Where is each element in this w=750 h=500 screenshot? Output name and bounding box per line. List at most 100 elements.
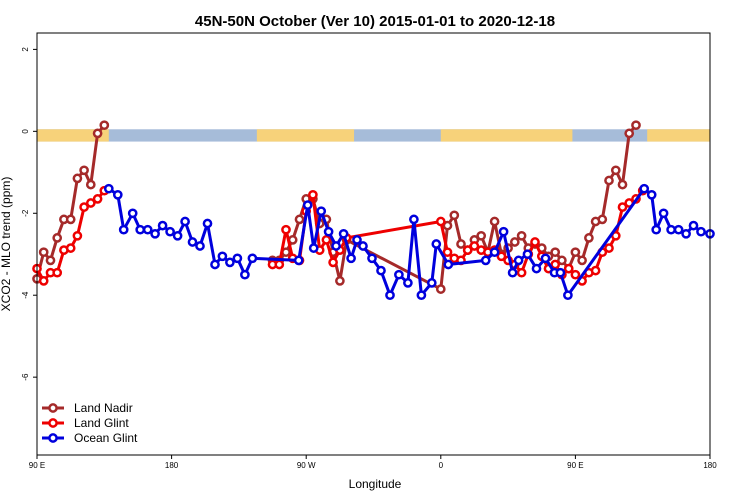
x-axis: 90 E 180 90 W 0 90 E 180 [29, 455, 717, 470]
x-tick-label: 90 W [297, 461, 316, 470]
data-point [281, 224, 291, 235]
data-point [92, 194, 103, 204]
legend-marker [48, 433, 58, 443]
data-point [431, 239, 442, 249]
y-tick-label: 2 [21, 47, 30, 52]
y-tick-label: -2 [21, 209, 30, 217]
data-point [688, 220, 699, 231]
data-point [172, 230, 183, 241]
data-point [293, 255, 304, 266]
data-point [45, 255, 56, 266]
data-point [79, 202, 89, 212]
data-point [456, 239, 466, 249]
data-point [210, 259, 220, 270]
data-point [435, 284, 446, 294]
data-point [435, 216, 446, 227]
ocean-band [37, 129, 710, 142]
legend-marker [48, 418, 58, 428]
data-point [385, 290, 395, 301]
y-tick-label: -4 [21, 291, 30, 299]
land-band-1 [256, 129, 355, 142]
data-point [480, 255, 491, 266]
data-point [52, 233, 63, 243]
data-point [584, 233, 594, 243]
surface-band [37, 129, 710, 142]
data-point [240, 269, 250, 280]
data-point [409, 214, 419, 225]
data-point [681, 228, 691, 239]
y-axis: 2 0 -2 -4 -6 [21, 47, 37, 381]
data-point [85, 179, 96, 190]
data-point [666, 224, 676, 235]
data-point [540, 253, 551, 264]
data-point [557, 255, 567, 266]
data-point [513, 255, 524, 266]
data-point [99, 120, 110, 131]
x-tick-label: 90 E [29, 461, 45, 470]
data-point [646, 189, 657, 200]
data-point [442, 220, 453, 231]
data-point [489, 216, 500, 227]
data-point [38, 276, 49, 286]
data-point [376, 265, 386, 276]
data-point [316, 206, 327, 217]
data-point [92, 128, 103, 139]
data-point [302, 200, 313, 210]
data-point [516, 230, 527, 241]
data-point [65, 214, 76, 225]
data-point [403, 278, 413, 288]
data-point [509, 237, 520, 247]
x-axis-label: Longitude [349, 477, 402, 491]
data-point [639, 183, 650, 194]
legend-marker [48, 403, 58, 413]
data-point [597, 214, 608, 225]
data-point [274, 259, 285, 270]
data-point [85, 198, 96, 208]
data-point [72, 173, 83, 184]
legend-label: Land Nadir [74, 401, 133, 415]
data-point [394, 269, 404, 280]
data-point [530, 237, 540, 247]
data-point [150, 228, 160, 239]
data-point [323, 226, 334, 237]
y-tick-label: 0 [21, 129, 30, 134]
plot-area-frame [36, 32, 711, 456]
data-point [610, 165, 621, 176]
data-point [416, 290, 427, 301]
data-point [346, 253, 356, 264]
data-point [555, 267, 566, 278]
y-axis-label: XCO2 - MLO trend (ppm) [0, 177, 13, 312]
data-point [72, 230, 83, 241]
data-point [202, 218, 213, 229]
data-point [180, 216, 190, 227]
data-point [308, 243, 319, 253]
data-point [604, 243, 614, 253]
data-point [352, 235, 362, 245]
land-band-0 [37, 129, 109, 142]
data-point [217, 251, 228, 262]
data-point [624, 128, 635, 139]
data-point [247, 253, 258, 264]
legend-label: Land Glint [74, 416, 129, 430]
data-point [449, 210, 460, 221]
data-point [358, 241, 368, 251]
data-point [426, 278, 437, 288]
land-band-3 [647, 129, 710, 142]
data-point [112, 189, 123, 200]
data-point [617, 179, 628, 190]
data-point [531, 263, 542, 274]
y-tick-label: -6 [21, 373, 30, 381]
data-point [157, 220, 168, 231]
series-layer [32, 120, 715, 301]
data-point [516, 267, 527, 278]
data-point [135, 224, 146, 235]
x-tick-label: 180 [165, 461, 179, 470]
data-point [65, 243, 76, 253]
data-point [232, 253, 243, 264]
data-point [79, 165, 89, 176]
data-point [604, 175, 614, 186]
data-point [522, 249, 533, 260]
data-point [308, 189, 318, 200]
